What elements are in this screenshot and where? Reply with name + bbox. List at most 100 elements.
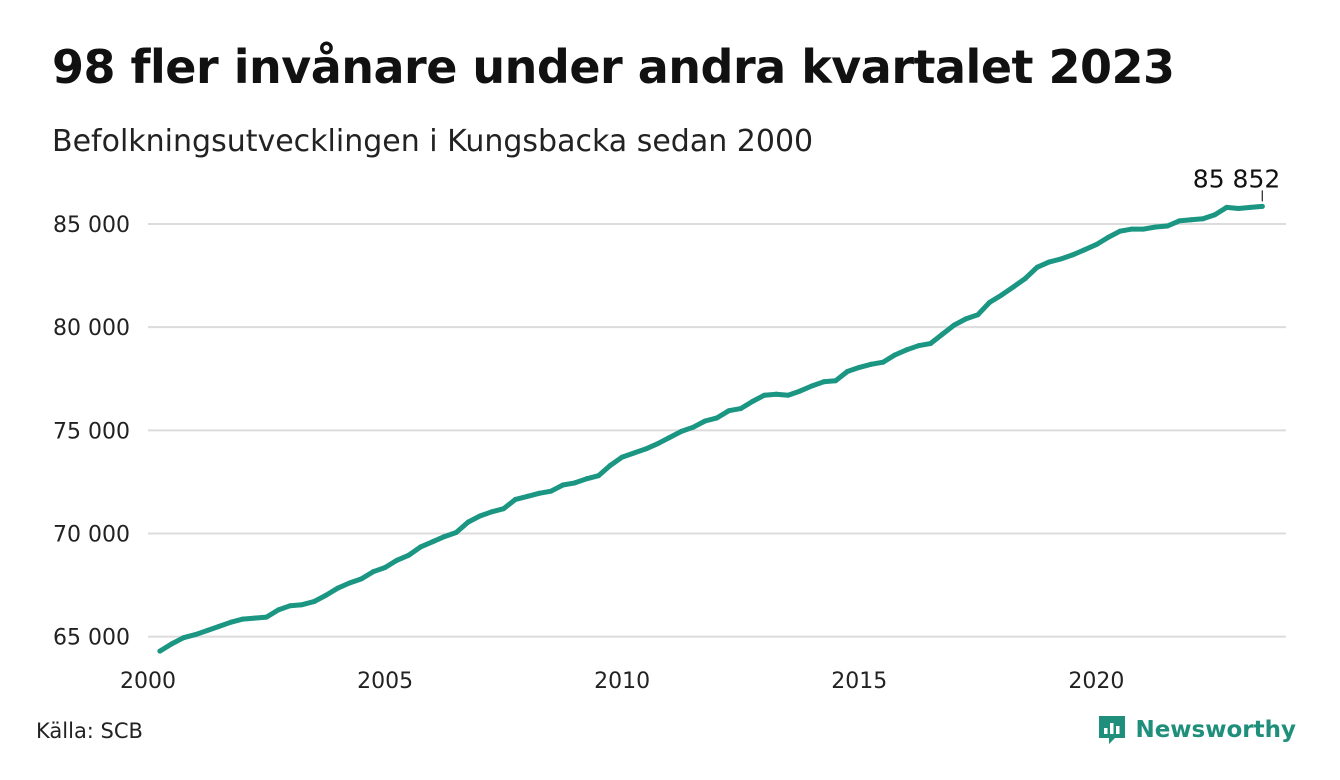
data-point bbox=[477, 513, 483, 519]
data-point bbox=[1046, 259, 1052, 265]
y-axis-ticks: 65 000 70 000 75 000 80 000 85 000 bbox=[53, 213, 130, 651]
data-point bbox=[750, 398, 756, 404]
data-point bbox=[1058, 256, 1064, 262]
data-point bbox=[1224, 204, 1230, 210]
data-point bbox=[370, 569, 376, 575]
data-point bbox=[418, 544, 424, 550]
data-point bbox=[844, 369, 850, 374]
data-point bbox=[192, 632, 198, 638]
data-point bbox=[536, 490, 542, 496]
data-point bbox=[987, 299, 993, 305]
data-point bbox=[465, 519, 471, 525]
data-point bbox=[560, 482, 566, 488]
data-point bbox=[904, 347, 910, 353]
data-point bbox=[169, 641, 175, 647]
x-tick-label: 2020 bbox=[1068, 669, 1124, 694]
series-line bbox=[157, 203, 1265, 654]
data-point bbox=[287, 603, 293, 609]
y-tick-label: 85 000 bbox=[53, 213, 130, 238]
data-point bbox=[939, 331, 945, 337]
annotation-layer: 85 852 bbox=[1193, 164, 1280, 202]
data-point bbox=[797, 388, 803, 394]
data-point bbox=[678, 428, 684, 434]
data-point bbox=[513, 496, 518, 502]
data-point bbox=[157, 648, 163, 654]
data-point bbox=[1129, 226, 1135, 232]
data-point bbox=[240, 616, 246, 622]
data-point bbox=[761, 392, 767, 398]
x-tick-label: 2000 bbox=[120, 669, 176, 694]
data-point bbox=[856, 364, 862, 370]
data-point bbox=[619, 454, 625, 460]
data-point bbox=[1082, 247, 1087, 253]
source-note: Källa: SCB bbox=[36, 719, 143, 743]
data-point bbox=[868, 361, 874, 367]
data-point bbox=[347, 580, 352, 586]
data-point bbox=[1070, 252, 1076, 258]
data-point bbox=[275, 607, 281, 613]
data-point bbox=[1093, 242, 1099, 248]
data-point bbox=[299, 602, 305, 608]
data-point bbox=[204, 628, 210, 633]
data-point bbox=[714, 415, 720, 421]
data-point bbox=[667, 435, 673, 440]
data-point bbox=[773, 391, 779, 397]
data-point bbox=[430, 539, 435, 545]
data-point bbox=[382, 565, 388, 570]
data-point bbox=[1165, 223, 1170, 229]
data-point bbox=[1141, 226, 1147, 232]
chart-subtitle: Befolkningsutvecklingen i Kungsbacka sed… bbox=[52, 124, 814, 159]
data-point bbox=[264, 614, 269, 620]
data-point bbox=[631, 450, 637, 456]
data-point bbox=[880, 359, 886, 365]
brand-logo: Newsworthy bbox=[1097, 714, 1296, 746]
data-point bbox=[916, 343, 921, 349]
data-point bbox=[1247, 204, 1253, 210]
data-point bbox=[607, 462, 613, 468]
data-point bbox=[643, 446, 649, 452]
data-point bbox=[441, 534, 447, 540]
data-point bbox=[394, 557, 400, 563]
data-point bbox=[809, 383, 815, 389]
x-tick-label: 2015 bbox=[831, 669, 887, 694]
data-point bbox=[738, 406, 744, 412]
data-point bbox=[1022, 276, 1028, 282]
data-point bbox=[1176, 218, 1182, 224]
data-point bbox=[548, 488, 554, 494]
data-point bbox=[489, 509, 495, 515]
data-point bbox=[785, 392, 791, 398]
chart-title: 98 fler invånare under andra kvartalet 2… bbox=[52, 40, 1175, 94]
data-point bbox=[927, 341, 933, 347]
data-point bbox=[323, 592, 329, 598]
y-tick-label: 75 000 bbox=[53, 419, 130, 444]
data-point bbox=[252, 615, 258, 621]
data-point bbox=[406, 552, 412, 558]
end-value-label: 85 852 bbox=[1193, 164, 1280, 193]
data-point bbox=[596, 473, 601, 479]
x-axis-ticks: 2000 2005 2010 2015 2020 bbox=[120, 669, 1124, 694]
data-point bbox=[892, 352, 898, 358]
newsworthy-logo-icon bbox=[1099, 716, 1126, 744]
data-point bbox=[1105, 234, 1111, 240]
data-point bbox=[1034, 264, 1040, 270]
data-point bbox=[1010, 284, 1016, 290]
data-point bbox=[335, 585, 341, 591]
y-tick-label: 80 000 bbox=[53, 316, 130, 341]
x-tick-label: 2010 bbox=[594, 669, 650, 694]
data-point bbox=[999, 292, 1004, 298]
brand-name: Newsworthy bbox=[1135, 717, 1296, 743]
data-point bbox=[311, 599, 317, 605]
data-point bbox=[690, 424, 696, 430]
data-point bbox=[181, 635, 187, 641]
data-point bbox=[501, 506, 507, 512]
data-point bbox=[1153, 224, 1159, 230]
data-point bbox=[1212, 212, 1218, 218]
y-tick-label: 65 000 bbox=[53, 626, 130, 651]
y-tick-label: 70 000 bbox=[53, 523, 130, 548]
data-point bbox=[584, 476, 590, 482]
data-point bbox=[1188, 217, 1194, 223]
data-point bbox=[963, 316, 969, 322]
data-point bbox=[1236, 206, 1242, 211]
data-point bbox=[572, 480, 578, 486]
